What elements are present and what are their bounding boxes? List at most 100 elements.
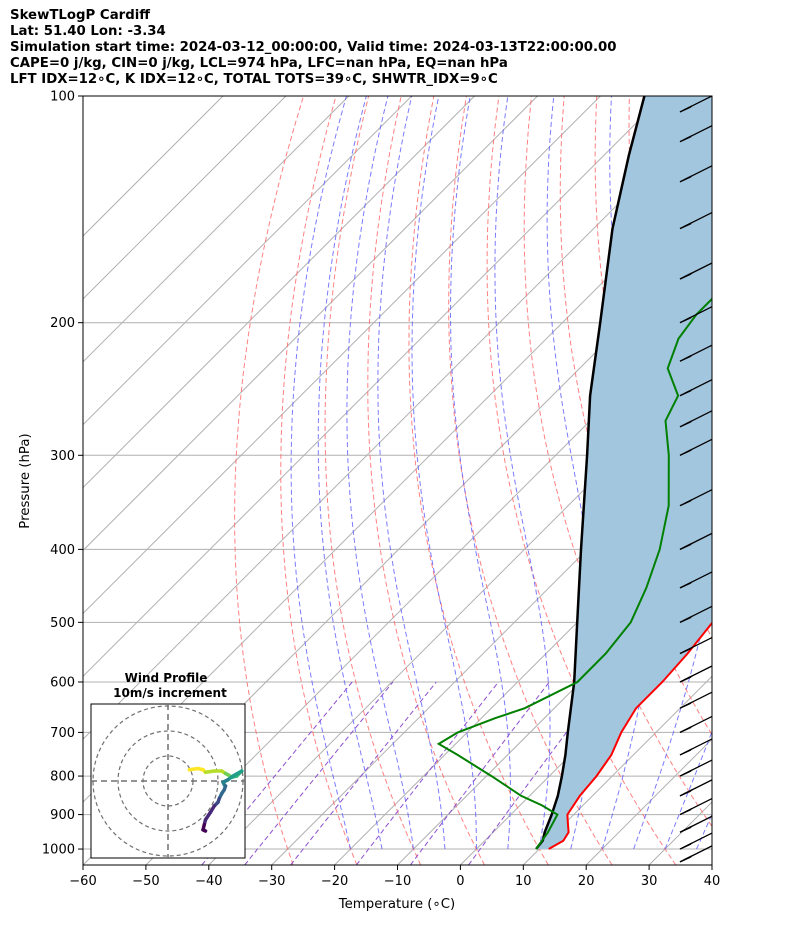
moist-adiabat xyxy=(290,96,352,850)
wind-barb-flag xyxy=(683,675,693,681)
wind-barb-flag xyxy=(683,855,693,861)
location-line: Lat: 51.40 Lon: -3.34 xyxy=(10,24,166,39)
y-axis-label: Pressure (hPa) xyxy=(18,433,33,528)
moist-adiabat xyxy=(317,96,383,850)
chart-header: SkewTLogP Cardiff Lat: 51.40 Lon: -3.34 … xyxy=(10,8,617,88)
y-tick-label: 800 xyxy=(50,770,75,785)
hodograph-ring xyxy=(117,730,219,832)
x-tick-label: 10 xyxy=(515,874,532,889)
wind-barb-flag xyxy=(683,646,693,653)
chart-title: SkewTLogP Cardiff xyxy=(10,8,151,23)
wind-barb-flag xyxy=(683,135,693,141)
dry-adiabat xyxy=(234,96,304,865)
instability-line: CAPE=0 j/kg, CIN=0 j/kg, LCL=974 hPa, LF… xyxy=(10,56,508,71)
isotherm-line xyxy=(83,96,224,237)
instability-shading xyxy=(536,96,712,849)
isotherm-line xyxy=(83,96,287,300)
moist-adiabat xyxy=(411,96,477,849)
isotherm-line xyxy=(397,549,712,865)
isotherm-line xyxy=(83,96,664,678)
moist-adiabat xyxy=(494,96,551,850)
dry-adiabat xyxy=(408,96,549,865)
y-tick-label: 700 xyxy=(50,726,75,741)
isotherm-line xyxy=(83,96,538,552)
x-tick-label: 30 xyxy=(641,874,658,889)
isotherm-line xyxy=(83,96,601,615)
inset-title: Wind Profile xyxy=(125,671,208,685)
wind-barb-flag xyxy=(683,354,693,360)
dewpoint-line xyxy=(436,297,712,850)
wind-barb-flag xyxy=(683,175,693,181)
wind-barb-flag xyxy=(683,272,693,278)
dry-adiabat xyxy=(486,96,677,865)
y-tick-label: 400 xyxy=(50,543,75,558)
mixing-ratio-line xyxy=(201,681,353,865)
index-line: LFT IDX=12∘C, K IDX=12∘C, TOTAL TOTS=39∘… xyxy=(10,72,498,87)
dry-adiabat xyxy=(324,96,422,865)
dry-adiabat xyxy=(523,96,712,828)
moist-adiabat xyxy=(449,96,511,850)
wind-barbs xyxy=(679,95,713,863)
wind-barb-flag xyxy=(683,542,693,548)
isotherm-line xyxy=(83,109,712,740)
wind-barb-flag xyxy=(683,316,693,322)
y-tick-label: 300 xyxy=(50,449,75,464)
mixing-ratio-line xyxy=(290,681,437,865)
isotherm-line xyxy=(271,423,712,865)
y-tick-label: 900 xyxy=(50,808,75,823)
isotherm-line xyxy=(334,486,712,865)
wind-barb-flag xyxy=(683,105,693,111)
dry-adiabat xyxy=(448,96,613,865)
x-tick-label: −30 xyxy=(258,874,285,889)
wind-barb-flag xyxy=(683,701,693,707)
x-tick-label: −20 xyxy=(321,874,348,889)
x-tick-label: 0 xyxy=(456,874,464,889)
moist-adiabat xyxy=(664,730,712,850)
wind-barb-flag xyxy=(683,581,693,587)
wind-barb-flag xyxy=(683,448,693,454)
wind-barb-flag xyxy=(683,748,693,754)
isotherm-line xyxy=(775,96,794,865)
wind-barb-flag xyxy=(683,420,693,426)
wind-barb-flag xyxy=(683,615,693,621)
y-tick-label: 100 xyxy=(50,90,75,105)
wind-barb-flag xyxy=(683,842,693,848)
isotherm-line xyxy=(83,96,413,426)
isotherm-line xyxy=(145,298,712,865)
mixing-ratio-line xyxy=(355,681,499,865)
hodograph-inset: Wind Profile 10m/s increment xyxy=(90,671,246,859)
moist-adiabat xyxy=(759,96,794,849)
parcel-profile-line xyxy=(535,96,646,850)
axis-ticks: −60 −50 −40 −30 −20 −10 0 10 20 30 40 100 200 300 400 5… xyxy=(42,90,720,890)
wind-barb-flag xyxy=(683,389,693,395)
x-tick-label: 20 xyxy=(578,874,595,889)
x-tick-label: −10 xyxy=(384,874,411,889)
moist-adiabat xyxy=(728,96,794,849)
x-axis-label: Temperature (∘C) xyxy=(338,897,455,912)
moist-adiabat xyxy=(633,96,712,850)
wind-barb-flag xyxy=(683,789,693,795)
hodograph-segment xyxy=(201,828,208,833)
y-tick-label: 1000 xyxy=(42,843,75,858)
mixing-ratio-line xyxy=(244,681,394,865)
x-tick-label: −40 xyxy=(195,874,222,889)
x-tick-label: −50 xyxy=(132,874,159,889)
isotherm-line xyxy=(711,864,712,865)
dry-adiabat xyxy=(760,96,794,865)
dry-adiabat xyxy=(280,96,358,865)
wind-barb-flag xyxy=(683,222,693,228)
wind-barb-flag xyxy=(683,769,693,775)
moist-adiabat xyxy=(546,96,598,850)
dry-adiabat xyxy=(727,96,794,865)
moist-adiabat xyxy=(346,96,414,850)
shaded-area xyxy=(536,96,712,849)
profile-lines xyxy=(436,96,712,850)
inset-subtitle: 10m/s increment xyxy=(113,686,227,700)
y-tick-label: 500 xyxy=(50,616,75,631)
wind-barb-flag xyxy=(683,825,693,831)
x-tick-label: 40 xyxy=(704,874,721,889)
mixing-ratio-line xyxy=(409,681,550,865)
isotherm-line xyxy=(83,96,350,363)
dry-adiabat xyxy=(367,96,485,865)
